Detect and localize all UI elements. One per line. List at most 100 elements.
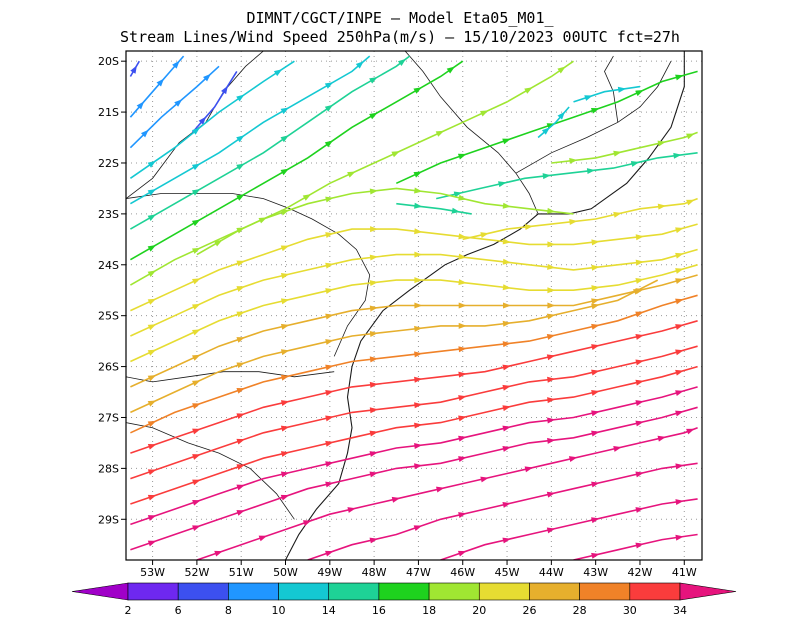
- streamline-arrow: [147, 324, 157, 331]
- coastline: [285, 51, 685, 560]
- streamline-arrow: [547, 302, 556, 309]
- y-tick-label: 26S: [98, 361, 119, 374]
- colorbar-label: 20: [472, 604, 486, 617]
- streamline: [551, 131, 698, 164]
- streamline-arrow: [675, 227, 684, 234]
- colorbar-segment: [127, 582, 179, 601]
- streamline-arrow: [524, 224, 534, 231]
- streamline-arrow: [635, 542, 644, 549]
- streamline-arrow: [635, 379, 644, 386]
- state-border: [604, 55, 619, 123]
- y-tick-label: 22S: [98, 157, 119, 170]
- streamline-arrow: [236, 94, 245, 102]
- streamline-arrow: [325, 339, 334, 345]
- streamline-arrow: [502, 405, 511, 412]
- streamline-arrow: [458, 371, 467, 378]
- streamline-arrow: [632, 288, 642, 295]
- streamline-arrow: [369, 280, 379, 287]
- x-tick-label: 50W: [273, 566, 298, 579]
- streamline-arrow: [675, 252, 684, 259]
- plot-frame: [125, 50, 703, 561]
- streamline-arrow: [391, 151, 400, 158]
- map-boundaries: [126, 51, 685, 560]
- colorbar-label: 10: [272, 604, 286, 617]
- streamline-arrow: [147, 160, 156, 168]
- y-tick-label: 21S: [98, 106, 119, 119]
- streamline-arrow: [591, 264, 600, 271]
- streamline-arrow: [147, 443, 157, 450]
- colorbar-label: 28: [573, 604, 587, 617]
- colorbar-segment: [328, 582, 380, 601]
- streamline-arrow: [236, 286, 245, 292]
- streamline-arrow: [156, 78, 165, 87]
- x-tick-label: 42W: [628, 566, 653, 579]
- streamline-arrow: [280, 323, 290, 330]
- streamline-arrow: [635, 420, 644, 427]
- streamline-arrow: [397, 58, 407, 67]
- streamline-arrow: [414, 422, 423, 429]
- y-tick-label: 29S: [98, 513, 119, 526]
- streamline-arrow: [147, 515, 157, 521]
- streamline-arrow: [502, 537, 511, 544]
- streamline-arrow: [458, 279, 467, 286]
- streamline-arrow: [325, 550, 334, 557]
- streamline: [130, 187, 574, 286]
- streamline-arrow: [236, 484, 245, 491]
- streamline-arrow: [591, 239, 600, 246]
- x-tick-label: 45W: [495, 566, 520, 579]
- streamline: [537, 106, 570, 139]
- streamline-arrow: [355, 61, 364, 69]
- streamline-arrow: [414, 228, 423, 235]
- streamline-arrow: [591, 344, 600, 351]
- streamline: [130, 55, 371, 205]
- streamline-arrow: [435, 130, 445, 137]
- streamline-arrow: [369, 112, 378, 120]
- streamline-arrow: [546, 333, 556, 340]
- streamline-arrow: [458, 346, 467, 353]
- streamline-arrow: [147, 298, 157, 305]
- colorbar-segment: [529, 582, 580, 601]
- streamline-arrow: [591, 303, 600, 310]
- streamline-arrow: [591, 517, 600, 524]
- streamline-arrow: [214, 239, 223, 247]
- streamline-arrow: [502, 445, 511, 452]
- streamline-arrow: [369, 305, 379, 312]
- x-tick-label: 53W: [140, 566, 165, 579]
- streamline-arrow: [147, 214, 157, 221]
- streamline-arrow: [414, 376, 423, 383]
- streamline-arrow: [557, 66, 566, 74]
- streamline: [573, 85, 641, 103]
- streamline: [196, 426, 698, 560]
- streamline-arrow: [502, 258, 511, 265]
- streamline-arrow: [280, 107, 289, 115]
- streamline-arrow: [325, 481, 334, 488]
- streamline: [191, 70, 238, 133]
- streamline-arrow: [192, 380, 201, 387]
- streamline-arrow: [686, 428, 695, 435]
- streamline-arrow: [591, 285, 600, 292]
- streamline-arrow: [147, 270, 157, 277]
- streamline-arrow: [591, 389, 600, 396]
- streamline-arrow: [192, 479, 201, 486]
- streamline-arrow: [414, 442, 423, 449]
- streamline-arrow: [236, 337, 245, 343]
- streamline: [436, 152, 698, 200]
- streamline-arrow: [413, 525, 423, 532]
- streamline-arrow: [458, 512, 467, 519]
- streamline-arrow: [258, 535, 268, 542]
- colorbar-label: 26: [522, 604, 536, 617]
- streamline-arrow: [414, 202, 423, 209]
- x-tick-label: 47W: [406, 566, 431, 579]
- streamline-arrow: [280, 298, 290, 305]
- streamline-arrow: [591, 552, 600, 559]
- streamline-arrow: [675, 74, 684, 81]
- streamline-arrow: [414, 251, 423, 258]
- streamline-arrow: [458, 456, 467, 463]
- streamline-arrow: [369, 77, 378, 84]
- streamline-arrow: [557, 111, 566, 120]
- streamline: [129, 60, 295, 179]
- streamline-arrow: [414, 325, 423, 332]
- streamline-arrow: [635, 400, 644, 407]
- streamline-arrow: [147, 420, 157, 427]
- streamline-arrow: [325, 389, 334, 396]
